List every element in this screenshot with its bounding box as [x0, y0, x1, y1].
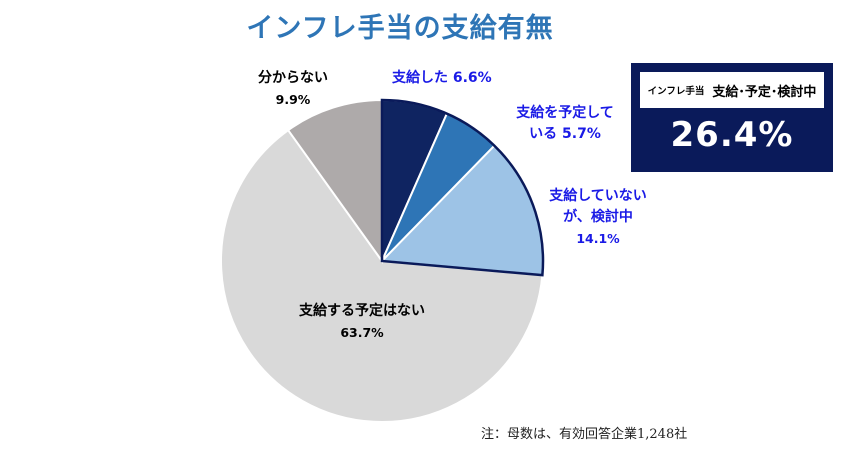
pie-slices [220, 98, 544, 423]
slice-label-considering-value: 14.1% [576, 231, 620, 246]
kpi-box: インフレ手当 支給･予定･検討中 26.4% [631, 63, 833, 172]
slice-label-no-plan-line1: 支給する予定はない [299, 303, 425, 319]
chart-title: インフレ手当の支給有無 [246, 13, 554, 44]
slice-label-paid: 支給した 6.6% [392, 68, 492, 89]
kpi-value: 26.4% [670, 115, 794, 155]
slice-label-paid-text: 支給した 6.6% [392, 70, 492, 86]
slice-label-planned-line2: いる 5.7% [529, 126, 601, 142]
slice-label-unknown: 分からない 9.9% [238, 68, 348, 110]
pie-slice-5 [286, 98, 383, 265]
slice-label-no-plan-value: 63.7% [340, 325, 384, 340]
slice-label-unknown-value: 9.9% [275, 92, 311, 107]
footnote: 注：母数は、有効回答企業1,248社 [481, 427, 688, 442]
kpi-header: インフレ手当 支給･予定･検討中 [640, 72, 824, 108]
slice-label-considering-line1: 支給していない [549, 188, 647, 204]
slice-label-planned-line1: 支給を予定して [516, 105, 614, 121]
kpi-header-small: インフレ手当 [647, 86, 705, 97]
slice-label-considering-line2: が、検討中 [563, 209, 633, 225]
kpi-header-main: 支給･予定･検討中 [712, 84, 817, 100]
slice-label-unknown-line1: 分からない [258, 70, 328, 86]
slice-label-no-plan: 支給する予定はない 63.7% [282, 301, 442, 343]
slice-label-considering: 支給していない が、検討中 14.1% [533, 186, 663, 249]
highlight-outline [380, 98, 545, 277]
pie-slice-4 [220, 128, 544, 423]
slice-label-planned: 支給を予定して いる 5.7% [500, 103, 630, 145]
